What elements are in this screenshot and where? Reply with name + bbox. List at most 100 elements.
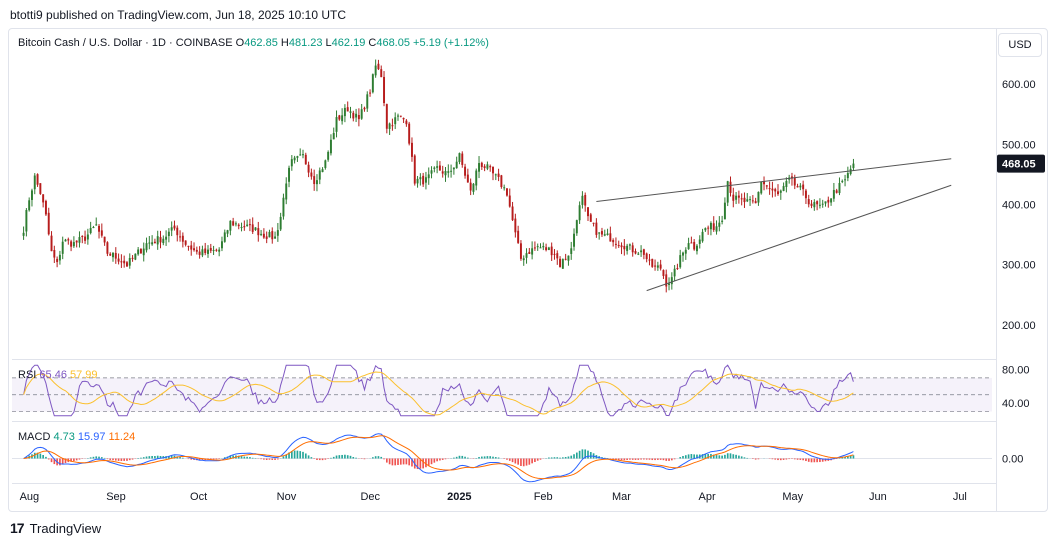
trendlines [596,158,952,292]
candle-body [42,194,45,203]
candle-body [793,178,796,186]
candle-body [220,241,223,249]
open-label: O [236,37,245,49]
candle-body [92,227,95,229]
time-axis-label: Mar [612,491,631,503]
candle-body [391,125,394,127]
candle-body [145,243,148,251]
candle-body [760,181,763,194]
candle-body [802,184,805,190]
candle-body [181,235,184,242]
candle-body [357,115,360,120]
candle-body [70,241,73,247]
candle-body [204,248,207,254]
candle-body [654,265,657,267]
candle-body [360,109,363,119]
candle-body [285,183,288,200]
candle-body [341,115,344,122]
candle-body [28,200,31,211]
candle-body [243,226,246,228]
candle-body [550,246,553,256]
candle-body [455,161,458,169]
candle-body [304,154,307,165]
candle-body [818,204,821,206]
candle-body [578,205,581,221]
candle-body [268,231,271,238]
candle-body [799,185,802,188]
candle-body [662,270,665,276]
candle-body [715,226,718,232]
candle-body [246,224,249,226]
macd-tick-label: 0.00 [1002,454,1023,466]
candles [22,59,855,293]
candle-body [307,164,310,173]
candle-body [321,169,324,173]
candle-body [707,227,710,229]
candle-body [117,258,120,262]
time-axis-label: Sep [106,491,126,503]
candle-body [383,76,386,104]
candle-body [844,179,847,181]
candle-body [75,240,78,243]
candle-body [237,224,240,227]
candle-body [531,248,534,255]
candle-body [642,249,645,255]
candle-body [95,224,98,226]
candle-body [458,153,461,163]
candle-body [369,92,372,94]
candle-body [84,236,87,241]
candle-body [640,250,643,253]
rsi-tick-label: 80.00 [1002,364,1030,376]
candle-body [329,139,332,154]
candle-body [505,188,508,196]
symbol-name: Bitcoin Cash / U.S. Dollar · 1D · COINBA… [18,37,236,49]
currency-button[interactable]: USD [998,33,1042,57]
candle-body [478,163,481,172]
price-tick-label: 400.00 [1002,200,1036,212]
candle-body [388,123,391,129]
candle-body [50,235,53,252]
candle-body [276,230,279,236]
candle-body [726,181,729,203]
candle-body [190,245,193,250]
candle-body [288,167,291,182]
candle-body [774,189,777,192]
candle-body [659,264,662,269]
candle-body [587,207,589,217]
candle-body [564,258,567,260]
candle-body [556,253,559,259]
candle-body [603,234,606,236]
candle-body [265,236,268,239]
candle-body [44,200,47,215]
candle-body [709,222,712,230]
rsi-pane: 80.00 40.00 [12,364,1030,417]
candle-body [413,155,416,184]
candle-body [310,172,313,177]
candle-body [631,245,634,253]
candle-body [33,175,36,190]
candle-body [466,174,469,183]
candle-body [612,240,615,243]
candle-body [397,115,399,117]
candle-body [377,63,380,70]
candle-body [595,222,598,235]
candle-body [452,167,455,170]
candle-body [193,248,196,251]
rsi-tick-label: 40.00 [1002,398,1030,410]
time-axis-label: Jul [953,491,967,503]
candle-body [637,253,640,255]
candle-body [539,247,542,249]
candle-body [251,224,254,232]
candle-body [313,176,316,185]
candle-body [645,253,648,260]
rsi-ma-value: 57.99 [70,369,98,381]
legend-text: Bitcoin Cash / U.S. Dollar · 1D · COINBA… [18,37,489,443]
candle-body [813,202,816,208]
time-axis-label: Oct [190,491,207,503]
candle-body [142,248,145,256]
tradingview-logo-icon: 17 [10,520,25,536]
candle-body [849,168,852,174]
rsi-line [23,364,854,417]
candle-body [545,247,548,251]
